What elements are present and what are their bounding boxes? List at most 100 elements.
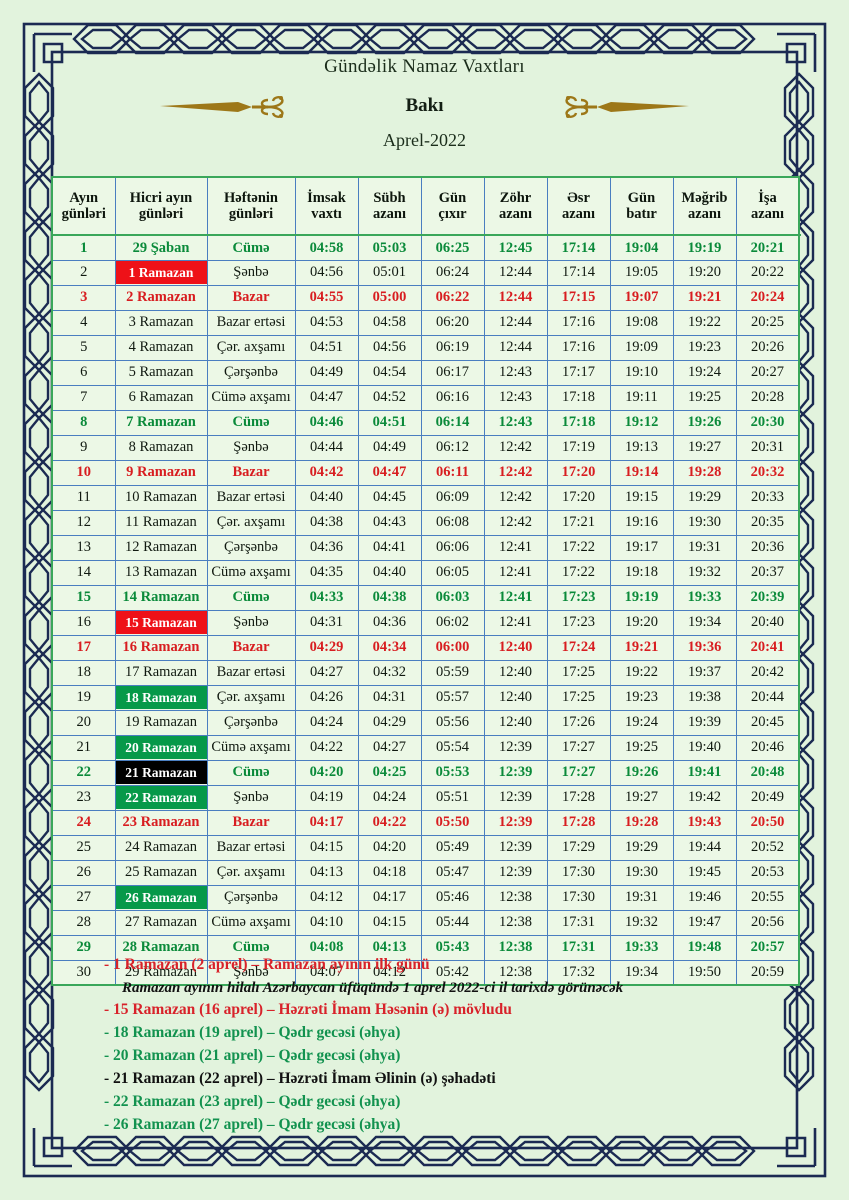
cell-zohr: 12:44 — [483, 334, 548, 361]
cell-imsak: 04:58 — [294, 234, 359, 261]
cell-imsak: 04:27 — [294, 659, 359, 686]
cell-weekday: Çər. axşamı — [206, 334, 296, 361]
column-header-line1: İmsak — [307, 189, 346, 206]
cell-sunrise: 06:06 — [420, 534, 485, 561]
cell-weekday: Çərşənbə — [206, 884, 296, 911]
cell-hijri-date: 19 Ramazan — [114, 709, 208, 736]
cell-imsak: 04:46 — [294, 409, 359, 436]
column-header-line2: vaxtı — [311, 206, 342, 222]
cell-hijri-date: 18 Ramazan — [114, 684, 208, 711]
cell-isha: 20:41 — [735, 634, 800, 661]
cell-sunrise: 05:54 — [420, 734, 485, 761]
cell-zohr: 12:41 — [483, 534, 548, 561]
cell-asr: 17:14 — [546, 234, 611, 261]
cell-sunrise: 06:09 — [420, 484, 485, 511]
column-header-line2: azanı — [750, 206, 785, 222]
cell-day-number: 11 — [51, 484, 116, 511]
cell-isha: 20:37 — [735, 559, 800, 586]
cell-hijri-date: 20 Ramazan — [114, 734, 208, 761]
cell-maghrib: 19:31 — [672, 534, 737, 561]
cell-sunset: 19:29 — [609, 834, 674, 861]
cell-subh: 04:56 — [357, 334, 422, 361]
cell-imsak: 04:56 — [294, 259, 359, 286]
column-header-line1: Əsr — [567, 189, 590, 206]
cell-day-number: 18 — [51, 659, 116, 686]
cell-asr: 17:28 — [546, 784, 611, 811]
column-header-line1: Məğrib — [681, 189, 728, 206]
cell-sunset: 19:04 — [609, 234, 674, 261]
cell-hijri-date: 27 Ramazan — [114, 909, 208, 936]
month-label: Aprel-2022 — [383, 130, 466, 150]
cell-weekday: Cümə — [206, 934, 296, 961]
cell-isha: 20:27 — [735, 359, 800, 386]
arrow-flourish-right-icon — [565, 96, 689, 118]
cell-asr: 17:27 — [546, 759, 611, 786]
cell-sunset: 19:11 — [609, 384, 674, 411]
cell-sunrise: 06:12 — [420, 434, 485, 461]
cell-asr: 17:16 — [546, 334, 611, 361]
cell-sunset: 19:34 — [609, 959, 674, 986]
cell-subh: 04:45 — [357, 484, 422, 511]
cell-imsak: 04:53 — [294, 309, 359, 336]
cell-sunrise: 06:22 — [420, 284, 485, 311]
cell-sunrise: 05:53 — [420, 759, 485, 786]
cell-day-number: 27 — [51, 884, 116, 911]
cell-hijri-date: 5 Ramazan — [114, 359, 208, 386]
cell-imsak: 04:36 — [294, 534, 359, 561]
cell-zohr: 12:42 — [483, 459, 548, 486]
cell-isha: 20:52 — [735, 834, 800, 861]
cell-day-number: 26 — [51, 859, 116, 886]
table-row: 23 22 Ramazan Şənbə 04:19 04:24 05:51 12:39 17:… — [51, 784, 800, 811]
table-body: 1 29 Şaban Cümə 04:58 05:03 06:25 12:45 17:14 19… — [51, 234, 800, 986]
column-header-9: Məğrib azanı — [672, 176, 737, 236]
cell-day-number: 13 — [51, 534, 116, 561]
cell-subh: 04:43 — [357, 509, 422, 536]
cell-subh: 04:54 — [357, 359, 422, 386]
cell-maghrib: 19:48 — [672, 934, 737, 961]
cell-maghrib: 19:34 — [672, 609, 737, 636]
note-item: - 21 Ramazan (22 aprel) – Həzrəti İmam Ə… — [104, 1069, 496, 1087]
cell-isha: 20:33 — [735, 484, 800, 511]
cell-subh: 04:40 — [357, 559, 422, 586]
cell-hijri-date: 23 Ramazan — [114, 809, 208, 836]
cell-sunset: 19:10 — [609, 359, 674, 386]
cell-weekday: Bazar ertəsi — [206, 659, 296, 686]
cell-maghrib: 19:20 — [672, 259, 737, 286]
cell-asr: 17:14 — [546, 259, 611, 286]
cell-asr: 17:24 — [546, 634, 611, 661]
cell-isha: 20:22 — [735, 259, 800, 286]
cell-isha: 20:56 — [735, 909, 800, 936]
cell-day-number: 17 — [51, 634, 116, 661]
cell-weekday: Bazar — [206, 459, 296, 486]
cell-sunrise: 05:57 — [420, 684, 485, 711]
cell-hijri-date: 11 Ramazan — [114, 509, 208, 536]
cell-day-number: 28 — [51, 909, 116, 936]
cell-imsak: 04:22 — [294, 734, 359, 761]
cell-imsak: 04:33 — [294, 584, 359, 611]
cell-subh: 04:15 — [357, 909, 422, 936]
table-row: 26 25 Ramazan Çər. axşamı 04:13 04:18 05:47 12… — [51, 859, 800, 886]
cell-weekday: Çərşənbə — [206, 709, 296, 736]
cell-imsak: 04:35 — [294, 559, 359, 586]
cell-imsak: 04:20 — [294, 759, 359, 786]
cell-imsak: 04:10 — [294, 909, 359, 936]
hijri-highlight-badge: 1 Ramazan — [116, 261, 206, 284]
cell-sunset: 19:18 — [609, 559, 674, 586]
cell-zohr: 12:39 — [483, 834, 548, 861]
cell-maghrib: 19:30 — [672, 509, 737, 536]
cell-zohr: 12:43 — [483, 409, 548, 436]
cell-subh: 04:13 — [357, 934, 422, 961]
cell-weekday: Çərşənbə — [206, 534, 296, 561]
cell-asr: 17:20 — [546, 459, 611, 486]
cell-imsak: 04:24 — [294, 709, 359, 736]
cell-weekday: Şənbə — [206, 784, 296, 811]
cell-sunrise: 06:24 — [420, 259, 485, 286]
cell-day-number: 4 — [51, 309, 116, 336]
cell-sunrise: 05:56 — [420, 709, 485, 736]
cell-weekday: Cümə — [206, 759, 296, 786]
cell-asr: 17:20 — [546, 484, 611, 511]
cell-maghrib: 19:32 — [672, 559, 737, 586]
